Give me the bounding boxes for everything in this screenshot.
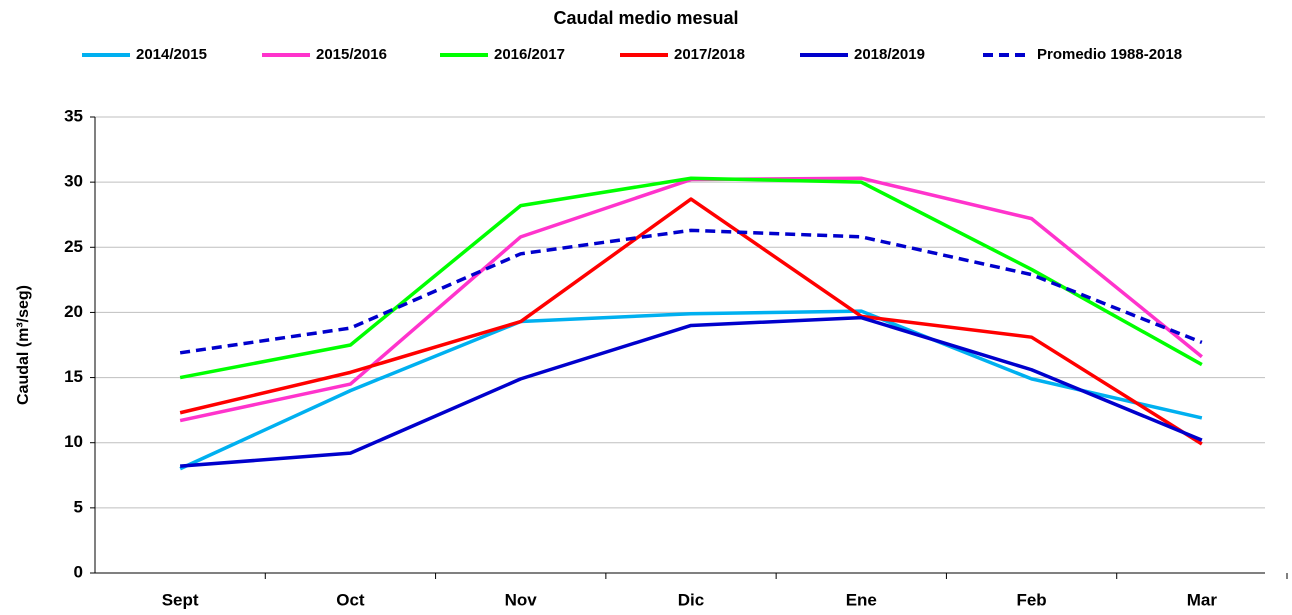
legend-label: 2017/2018	[674, 46, 745, 63]
y-tick-label: 5	[74, 497, 83, 516]
y-tick-label: 10	[64, 432, 83, 451]
x-tick-label: Sept	[162, 590, 199, 609]
legend-label: 2018/2019	[854, 46, 925, 63]
series-line	[179, 309, 1203, 471]
y-tick-label: 20	[64, 302, 83, 321]
y-tick-label: 30	[64, 172, 83, 191]
y-tick-label: 15	[64, 367, 83, 386]
y-tick-label: 25	[64, 237, 83, 256]
legend-label: Promedio 1988-2018	[1037, 46, 1182, 63]
series-line	[179, 176, 1203, 380]
x-tick-label: Feb	[1016, 590, 1046, 609]
series-line	[180, 315, 1203, 468]
x-tick-label: Oct	[336, 590, 365, 609]
x-tick-label: Mar	[1187, 590, 1218, 609]
legend-label: 2015/2016	[316, 46, 387, 63]
chart-title: Caudal medio mesual	[553, 8, 738, 28]
x-tick-label: Dic	[678, 590, 704, 609]
legend-label: 2014/2015	[136, 46, 207, 63]
legend-label: 2016/2017	[494, 46, 565, 63]
y-tick-label: 35	[64, 106, 83, 125]
series-line	[179, 228, 1203, 355]
x-tick-label: Nov	[505, 590, 538, 609]
series-line	[179, 197, 1203, 446]
x-tick-label: Ene	[846, 590, 877, 609]
y-tick-label: 0	[74, 562, 83, 581]
y-axis-label: Caudal (m³/seg)	[15, 285, 32, 405]
